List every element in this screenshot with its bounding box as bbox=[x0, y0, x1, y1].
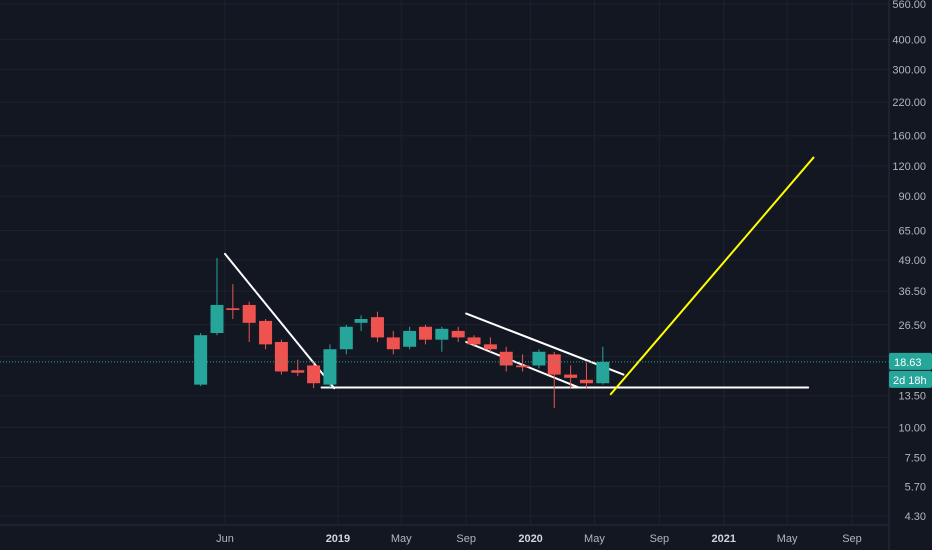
x-tick-label: May bbox=[777, 533, 798, 545]
candle bbox=[516, 354, 530, 372]
x-tick-label: Jun bbox=[216, 533, 234, 545]
candle-body bbox=[370, 317, 384, 338]
candle bbox=[386, 330, 400, 355]
y-tick-label: 120.00 bbox=[892, 161, 926, 173]
y-tick-label: 49.00 bbox=[898, 255, 926, 267]
candle bbox=[291, 359, 305, 376]
candle bbox=[194, 333, 208, 387]
candle bbox=[259, 318, 273, 350]
candle-body bbox=[307, 365, 321, 384]
candle bbox=[354, 315, 368, 331]
y-tick-label: 4.30 bbox=[905, 511, 926, 523]
candle-body bbox=[418, 326, 432, 340]
y-tick-label: 560.00 bbox=[892, 0, 926, 11]
candle-body bbox=[516, 365, 530, 368]
countdown-badge bbox=[889, 370, 932, 388]
x-tick-label: Sep bbox=[842, 533, 862, 545]
y-tick-label: 220.00 bbox=[892, 97, 926, 109]
x-tick-label: 2019 bbox=[326, 533, 350, 545]
last-price-value: 18.63 bbox=[894, 357, 922, 369]
candle bbox=[532, 349, 546, 369]
x-tick-label: May bbox=[584, 533, 605, 545]
candle-body bbox=[499, 351, 513, 366]
candle bbox=[323, 344, 337, 388]
candle bbox=[210, 258, 224, 336]
candle-body bbox=[274, 341, 288, 372]
candle-body bbox=[323, 349, 337, 385]
candle-body bbox=[579, 379, 593, 384]
x-tick-label: 2021 bbox=[712, 533, 736, 545]
last-price-badge bbox=[889, 352, 932, 370]
countdown-value: 2d 18h bbox=[893, 375, 927, 387]
x-tick-label: Sep bbox=[456, 533, 476, 545]
candle bbox=[483, 337, 497, 352]
candle-body bbox=[259, 320, 273, 345]
candle-body bbox=[403, 330, 417, 347]
candle bbox=[547, 351, 561, 409]
y-tick-label: 26.50 bbox=[898, 320, 926, 332]
y-tick-label: 90.00 bbox=[898, 191, 926, 203]
x-tick-label: Sep bbox=[650, 533, 670, 545]
candle-body bbox=[194, 335, 208, 385]
candle-body bbox=[226, 308, 240, 311]
y-tick-label: 160.00 bbox=[892, 131, 926, 143]
candle-body bbox=[210, 304, 224, 334]
candle-body bbox=[339, 326, 353, 350]
candle-body bbox=[291, 370, 305, 373]
candle bbox=[403, 326, 417, 350]
candle bbox=[499, 346, 513, 372]
candle bbox=[226, 284, 240, 319]
candle bbox=[242, 301, 256, 342]
y-tick-label: 400.00 bbox=[892, 34, 926, 46]
candle bbox=[564, 365, 578, 389]
candle bbox=[579, 362, 593, 389]
candle-body bbox=[467, 337, 481, 345]
candle-body bbox=[596, 361, 610, 384]
y-tick-label: 300.00 bbox=[892, 65, 926, 77]
candle-body bbox=[547, 354, 561, 375]
y-tick-label: 10.00 bbox=[898, 422, 926, 434]
y-tick-label: 5.70 bbox=[905, 481, 926, 493]
candle-body bbox=[435, 328, 449, 340]
candle bbox=[418, 324, 432, 345]
candle bbox=[435, 326, 449, 352]
grid bbox=[0, 0, 889, 525]
y-tick-label: 65.00 bbox=[898, 225, 926, 237]
candles bbox=[194, 258, 610, 409]
projection-line[interactable] bbox=[609, 156, 815, 396]
candle-body bbox=[483, 344, 497, 350]
candle-body bbox=[386, 337, 400, 350]
x-tick-label: May bbox=[391, 533, 412, 545]
candle bbox=[307, 362, 321, 389]
candle bbox=[339, 324, 353, 355]
candle bbox=[467, 335, 481, 347]
candle-body bbox=[564, 374, 578, 378]
candle-body bbox=[451, 330, 465, 338]
y-tick-label: 7.50 bbox=[905, 453, 926, 465]
candle bbox=[596, 346, 610, 385]
y-tick-label: 36.50 bbox=[898, 286, 926, 298]
candle-body bbox=[242, 304, 256, 323]
time-axis[interactable]: Jun 2019 May Sep 2020 May Sep 2021 May Sep bbox=[0, 524, 889, 545]
candle bbox=[451, 326, 465, 342]
candle bbox=[274, 339, 288, 375]
candle bbox=[370, 311, 384, 342]
x-tick-label: 2020 bbox=[518, 533, 542, 545]
candle-body bbox=[532, 351, 546, 366]
candle-body bbox=[354, 318, 368, 323]
price-labels: 18.63 2d 18h bbox=[889, 352, 932, 388]
y-tick-label: 13.50 bbox=[898, 391, 926, 403]
